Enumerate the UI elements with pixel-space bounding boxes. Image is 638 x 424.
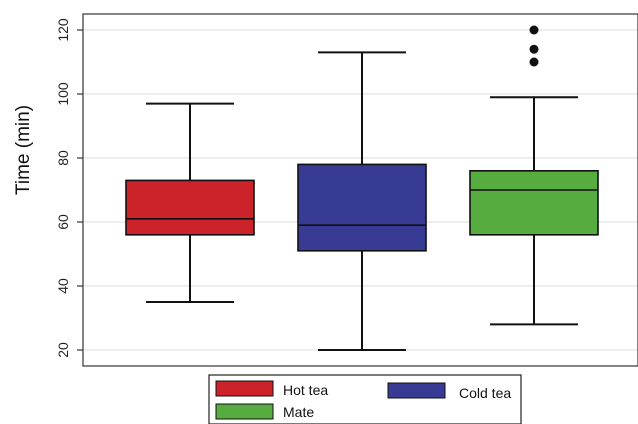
iqr-box-cold-tea bbox=[297, 163, 427, 252]
iqr-box-hot-tea bbox=[125, 179, 255, 236]
box-mate bbox=[469, 25, 599, 326]
boxes bbox=[125, 25, 599, 351]
y-tick-label-20: 20 bbox=[55, 342, 71, 358]
outlier-point-mate bbox=[529, 57, 539, 67]
iqr-box-mate bbox=[469, 170, 599, 236]
legend-swatch-cold-tea bbox=[387, 382, 446, 399]
legend: Hot tea Cold tea Mate bbox=[208, 374, 522, 424]
plot-area-frame bbox=[82, 13, 638, 367]
y-tick-label-100: 100 bbox=[55, 82, 71, 106]
legend-label-cold-tea: Cold tea bbox=[459, 385, 511, 401]
y-tick-label-80: 80 bbox=[55, 150, 71, 166]
y-axis-title: Time (min) bbox=[13, 105, 34, 195]
legend-swatch-mate bbox=[215, 403, 274, 420]
y-axis: 20 40 60 80 100 120 bbox=[55, 18, 83, 358]
outlier-point-mate bbox=[529, 44, 539, 54]
legend-label-mate: Mate bbox=[283, 404, 314, 420]
y-tick-label-40: 40 bbox=[55, 278, 71, 294]
y-tick-label-120: 120 bbox=[55, 18, 71, 42]
y-tick-label-60: 60 bbox=[55, 214, 71, 230]
legend-label-hot-tea: Hot tea bbox=[283, 382, 328, 398]
outlier-point-mate bbox=[529, 25, 539, 35]
legend-swatch-hot-tea bbox=[215, 380, 274, 397]
box-cold-tea bbox=[297, 51, 427, 351]
box-hot-tea bbox=[125, 102, 255, 303]
